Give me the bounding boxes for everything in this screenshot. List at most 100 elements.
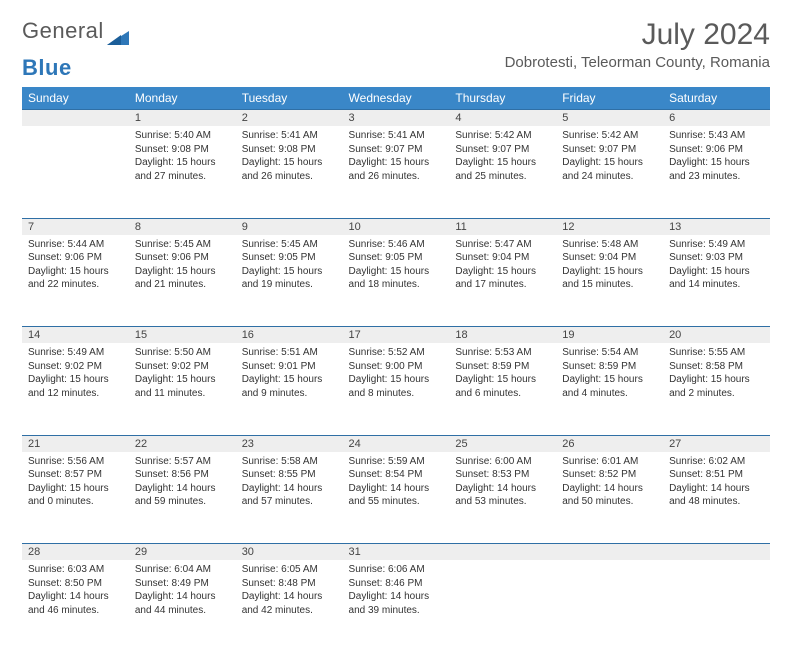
daylight-text: Daylight: 15 hours and 8 minutes. <box>349 373 444 400</box>
day-content-cell: Sunrise: 5:45 AMSunset: 9:06 PMDaylight:… <box>129 235 236 327</box>
daylight-text: Daylight: 15 hours and 9 minutes. <box>242 373 337 400</box>
sunrise-text: Sunrise: 6:01 AM <box>562 455 657 469</box>
day-content-cell: Sunrise: 5:56 AMSunset: 8:57 PMDaylight:… <box>22 452 129 544</box>
day-content-cell: Sunrise: 5:42 AMSunset: 9:07 PMDaylight:… <box>556 126 663 218</box>
sunset-text: Sunset: 8:57 PM <box>28 468 123 482</box>
sunset-text: Sunset: 9:06 PM <box>28 251 123 265</box>
daylight-text: Daylight: 15 hours and 23 minutes. <box>669 156 764 183</box>
day-header: Tuesday <box>236 87 343 110</box>
day-content-cell: Sunrise: 6:04 AMSunset: 8:49 PMDaylight:… <box>129 560 236 652</box>
day-number-cell: 3 <box>343 110 450 127</box>
sunset-text: Sunset: 8:54 PM <box>349 468 444 482</box>
sunrise-text: Sunrise: 5:48 AM <box>562 238 657 252</box>
day-content-cell: Sunrise: 5:44 AMSunset: 9:06 PMDaylight:… <box>22 235 129 327</box>
sunrise-text: Sunrise: 5:51 AM <box>242 346 337 360</box>
sunset-text: Sunset: 8:50 PM <box>28 577 123 591</box>
day-number-cell: 6 <box>663 110 770 127</box>
daylight-text: Daylight: 15 hours and 18 minutes. <box>349 265 444 292</box>
day-content-cell: Sunrise: 6:00 AMSunset: 8:53 PMDaylight:… <box>449 452 556 544</box>
sunrise-text: Sunrise: 6:04 AM <box>135 563 230 577</box>
day-number-cell: 30 <box>236 544 343 561</box>
calendar-body: 123456Sunrise: 5:40 AMSunset: 9:08 PMDay… <box>22 110 770 653</box>
calendar-page: General July 2024 Dobrotesti, Teleorman … <box>0 0 792 662</box>
sunrise-text: Sunrise: 5:58 AM <box>242 455 337 469</box>
day-content-row: Sunrise: 6:03 AMSunset: 8:50 PMDaylight:… <box>22 560 770 652</box>
sunset-text: Sunset: 8:48 PM <box>242 577 337 591</box>
sunset-text: Sunset: 9:05 PM <box>349 251 444 265</box>
sunrise-text: Sunrise: 5:40 AM <box>135 129 230 143</box>
day-number-cell: 20 <box>663 327 770 344</box>
sunset-text: Sunset: 8:53 PM <box>455 468 550 482</box>
day-content-cell: Sunrise: 5:58 AMSunset: 8:55 PMDaylight:… <box>236 452 343 544</box>
sunset-text: Sunset: 8:56 PM <box>135 468 230 482</box>
sunset-text: Sunset: 9:08 PM <box>242 143 337 157</box>
sunset-text: Sunset: 9:02 PM <box>135 360 230 374</box>
day-content-cell: Sunrise: 5:50 AMSunset: 9:02 PMDaylight:… <box>129 343 236 435</box>
day-content-cell: Sunrise: 5:46 AMSunset: 9:05 PMDaylight:… <box>343 235 450 327</box>
day-number-cell: 1 <box>129 110 236 127</box>
sunrise-text: Sunrise: 5:45 AM <box>242 238 337 252</box>
day-content-cell: Sunrise: 5:41 AMSunset: 9:08 PMDaylight:… <box>236 126 343 218</box>
sunset-text: Sunset: 8:46 PM <box>349 577 444 591</box>
sunrise-text: Sunrise: 5:49 AM <box>669 238 764 252</box>
daylight-text: Daylight: 15 hours and 4 minutes. <box>562 373 657 400</box>
sunrise-text: Sunrise: 5:50 AM <box>135 346 230 360</box>
sunrise-text: Sunrise: 6:02 AM <box>669 455 764 469</box>
day-number-row: 14151617181920 <box>22 327 770 344</box>
day-number-cell: 25 <box>449 435 556 452</box>
day-content-cell: Sunrise: 5:49 AMSunset: 9:02 PMDaylight:… <box>22 343 129 435</box>
day-content-cell: Sunrise: 5:43 AMSunset: 9:06 PMDaylight:… <box>663 126 770 218</box>
sunset-text: Sunset: 9:07 PM <box>455 143 550 157</box>
sunrise-text: Sunrise: 5:45 AM <box>135 238 230 252</box>
sunrise-text: Sunrise: 5:54 AM <box>562 346 657 360</box>
sunset-text: Sunset: 9:07 PM <box>349 143 444 157</box>
day-number-cell: 9 <box>236 218 343 235</box>
day-number-cell <box>556 544 663 561</box>
daylight-text: Daylight: 15 hours and 15 minutes. <box>562 265 657 292</box>
day-content-cell <box>663 560 770 652</box>
day-number-cell: 21 <box>22 435 129 452</box>
day-number-row: 123456 <box>22 110 770 127</box>
day-content-cell: Sunrise: 6:05 AMSunset: 8:48 PMDaylight:… <box>236 560 343 652</box>
day-content-cell: Sunrise: 5:54 AMSunset: 8:59 PMDaylight:… <box>556 343 663 435</box>
day-header: Sunday <box>22 87 129 110</box>
brand-logo: General <box>22 18 129 44</box>
day-content-cell: Sunrise: 5:40 AMSunset: 9:08 PMDaylight:… <box>129 126 236 218</box>
sunrise-text: Sunrise: 6:03 AM <box>28 563 123 577</box>
day-content-cell: Sunrise: 6:03 AMSunset: 8:50 PMDaylight:… <box>22 560 129 652</box>
title-block: July 2024 Dobrotesti, Teleorman County, … <box>505 18 770 71</box>
sunrise-text: Sunrise: 5:52 AM <box>349 346 444 360</box>
daylight-text: Daylight: 15 hours and 14 minutes. <box>669 265 764 292</box>
day-number-cell <box>22 110 129 127</box>
daylight-text: Daylight: 15 hours and 17 minutes. <box>455 265 550 292</box>
sunset-text: Sunset: 9:06 PM <box>135 251 230 265</box>
day-content-cell: Sunrise: 5:52 AMSunset: 9:00 PMDaylight:… <box>343 343 450 435</box>
day-number-cell: 4 <box>449 110 556 127</box>
day-content-cell: Sunrise: 6:02 AMSunset: 8:51 PMDaylight:… <box>663 452 770 544</box>
day-number-cell <box>449 544 556 561</box>
daylight-text: Daylight: 14 hours and 44 minutes. <box>135 590 230 617</box>
day-number-cell: 22 <box>129 435 236 452</box>
day-number-row: 28293031 <box>22 544 770 561</box>
day-content-row: Sunrise: 5:49 AMSunset: 9:02 PMDaylight:… <box>22 343 770 435</box>
day-number-cell: 26 <box>556 435 663 452</box>
sunset-text: Sunset: 9:00 PM <box>349 360 444 374</box>
day-number-cell: 11 <box>449 218 556 235</box>
day-number-cell: 31 <box>343 544 450 561</box>
sunset-text: Sunset: 8:59 PM <box>455 360 550 374</box>
day-content-cell: Sunrise: 5:59 AMSunset: 8:54 PMDaylight:… <box>343 452 450 544</box>
daylight-text: Daylight: 14 hours and 57 minutes. <box>242 482 337 509</box>
daylight-text: Daylight: 15 hours and 26 minutes. <box>349 156 444 183</box>
daylight-text: Daylight: 15 hours and 6 minutes. <box>455 373 550 400</box>
day-content-cell: Sunrise: 5:55 AMSunset: 8:58 PMDaylight:… <box>663 343 770 435</box>
daylight-text: Daylight: 14 hours and 50 minutes. <box>562 482 657 509</box>
day-number-cell: 18 <box>449 327 556 344</box>
day-number-cell: 2 <box>236 110 343 127</box>
day-number-cell <box>663 544 770 561</box>
day-content-row: Sunrise: 5:56 AMSunset: 8:57 PMDaylight:… <box>22 452 770 544</box>
day-content-cell <box>556 560 663 652</box>
sunrise-text: Sunrise: 5:59 AM <box>349 455 444 469</box>
daylight-text: Daylight: 14 hours and 46 minutes. <box>28 590 123 617</box>
sunrise-text: Sunrise: 6:05 AM <box>242 563 337 577</box>
day-header: Saturday <box>663 87 770 110</box>
